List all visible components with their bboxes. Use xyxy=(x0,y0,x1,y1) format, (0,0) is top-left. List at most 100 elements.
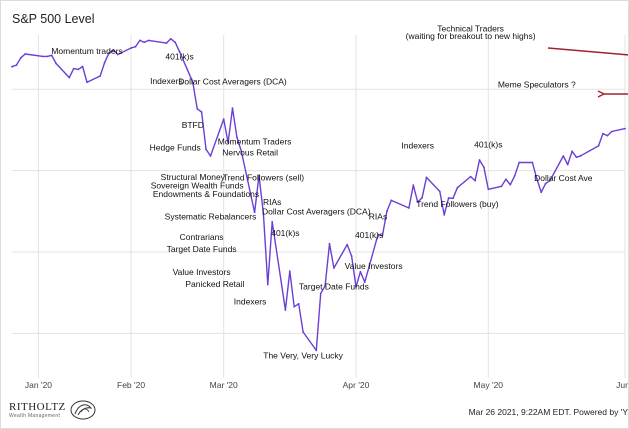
data-point xyxy=(355,286,357,288)
data-point xyxy=(390,199,393,202)
annotation-label: 401(k)s xyxy=(271,228,299,238)
annotation-label: Contrarians xyxy=(180,232,224,242)
logo-text: RITHOLTZ xyxy=(9,400,66,413)
annotation-label: Nervous Retail xyxy=(222,147,278,157)
chart-title: S&P 500 Level xyxy=(12,12,95,26)
data-point xyxy=(531,161,534,164)
data-point xyxy=(580,154,582,157)
data-point xyxy=(297,302,300,305)
data-point xyxy=(333,267,335,269)
data-point xyxy=(469,175,472,178)
data-point xyxy=(544,182,547,185)
data-point xyxy=(359,270,362,273)
annotation-label: BTFD xyxy=(182,120,204,130)
data-point xyxy=(15,64,18,66)
gridlines xyxy=(12,35,626,378)
annotation-label: Dollar Cost Averagers (DCA) xyxy=(178,76,287,86)
annotation-label: Indexers xyxy=(150,76,183,86)
data-point xyxy=(81,65,84,68)
data-point xyxy=(222,118,225,120)
annotation-label: RIAs xyxy=(263,197,281,207)
data-point xyxy=(68,76,71,79)
data-point xyxy=(55,62,57,65)
data-point xyxy=(500,185,503,188)
annotation-label: Trend Followers (sell) xyxy=(223,173,305,183)
annotation-label: Indexers xyxy=(401,140,434,150)
annotation-label: 401(k)s xyxy=(355,230,383,240)
data-point xyxy=(227,141,230,144)
data-point xyxy=(200,111,203,113)
data-point xyxy=(11,65,13,68)
data-point xyxy=(205,148,207,151)
x-tick-label: May '20 xyxy=(474,380,504,390)
data-point xyxy=(610,130,613,133)
x-tick-label: Feb '20 xyxy=(117,380,145,390)
annotation-label: Hedge Funds xyxy=(150,143,201,153)
data-point xyxy=(483,166,485,169)
data-point xyxy=(324,285,326,287)
x-tick-label: Mar '20 xyxy=(210,380,238,390)
series-points xyxy=(11,37,626,352)
data-point xyxy=(447,197,450,199)
data-point xyxy=(196,107,199,110)
data-point xyxy=(377,233,379,236)
data-point xyxy=(412,184,415,187)
data-point xyxy=(288,270,291,273)
data-point xyxy=(116,53,119,56)
data-point xyxy=(518,161,521,164)
annotation-label: Endowments & Foundations xyxy=(153,189,259,199)
data-point xyxy=(19,56,22,59)
data-point xyxy=(77,68,80,71)
data-point xyxy=(456,186,459,189)
data-point xyxy=(293,305,296,308)
data-point xyxy=(209,155,212,157)
annotation-label: 401(k)s xyxy=(474,139,502,149)
data-point xyxy=(416,201,419,204)
ritholtz-logo[interactable]: RITHOLTZ Wealth Management xyxy=(9,399,97,421)
annotation-label: Panicked Retail xyxy=(185,279,244,289)
data-point xyxy=(169,37,172,40)
data-point xyxy=(443,213,446,216)
annotation-label: Trend Followers (buy) xyxy=(416,199,499,209)
annotation-label: Systematic Rebalancers xyxy=(165,212,257,222)
data-point xyxy=(350,255,353,257)
data-point xyxy=(363,281,366,283)
data-point xyxy=(549,179,551,182)
data-point xyxy=(328,242,331,245)
data-point xyxy=(46,55,49,58)
footer-timestamp: Mar 26 2021, 9:22AM EDT. Powered by 'Y xyxy=(468,407,628,417)
data-point xyxy=(571,150,573,153)
data-point xyxy=(315,349,318,352)
annotation-label: Value Investors xyxy=(345,261,403,271)
annotation-label: Indexers xyxy=(234,296,267,306)
annotation-label: Value Investors xyxy=(173,267,231,277)
data-point xyxy=(240,150,243,153)
data-point xyxy=(24,53,27,55)
annotation-label: Momentum traders xyxy=(51,46,122,56)
data-point xyxy=(386,210,388,213)
annotation-label: Technical Traders xyxy=(437,24,504,34)
data-point xyxy=(478,159,481,161)
data-point xyxy=(438,190,441,193)
data-point xyxy=(72,67,75,70)
data-point xyxy=(231,107,234,110)
data-point xyxy=(236,136,238,139)
data-point xyxy=(505,178,507,181)
data-point xyxy=(284,309,287,311)
data-point xyxy=(253,211,256,214)
data-point xyxy=(606,134,609,137)
data-point xyxy=(408,207,410,209)
annotation-label: 401(k)s xyxy=(165,51,193,61)
annotation-arrows xyxy=(547,47,628,98)
data-point xyxy=(178,50,181,53)
data-point xyxy=(474,179,476,182)
x-tick-label: Apr '20 xyxy=(343,380,370,390)
chart-plot: Jan '20 Feb '20 Mar '20 Apr '20 May '20 Jun '… xyxy=(11,24,628,390)
data-point xyxy=(42,55,44,58)
data-point xyxy=(86,81,88,84)
data-point xyxy=(103,61,106,64)
x-tick-label: Jan '20 xyxy=(25,380,52,390)
data-point xyxy=(575,156,578,159)
